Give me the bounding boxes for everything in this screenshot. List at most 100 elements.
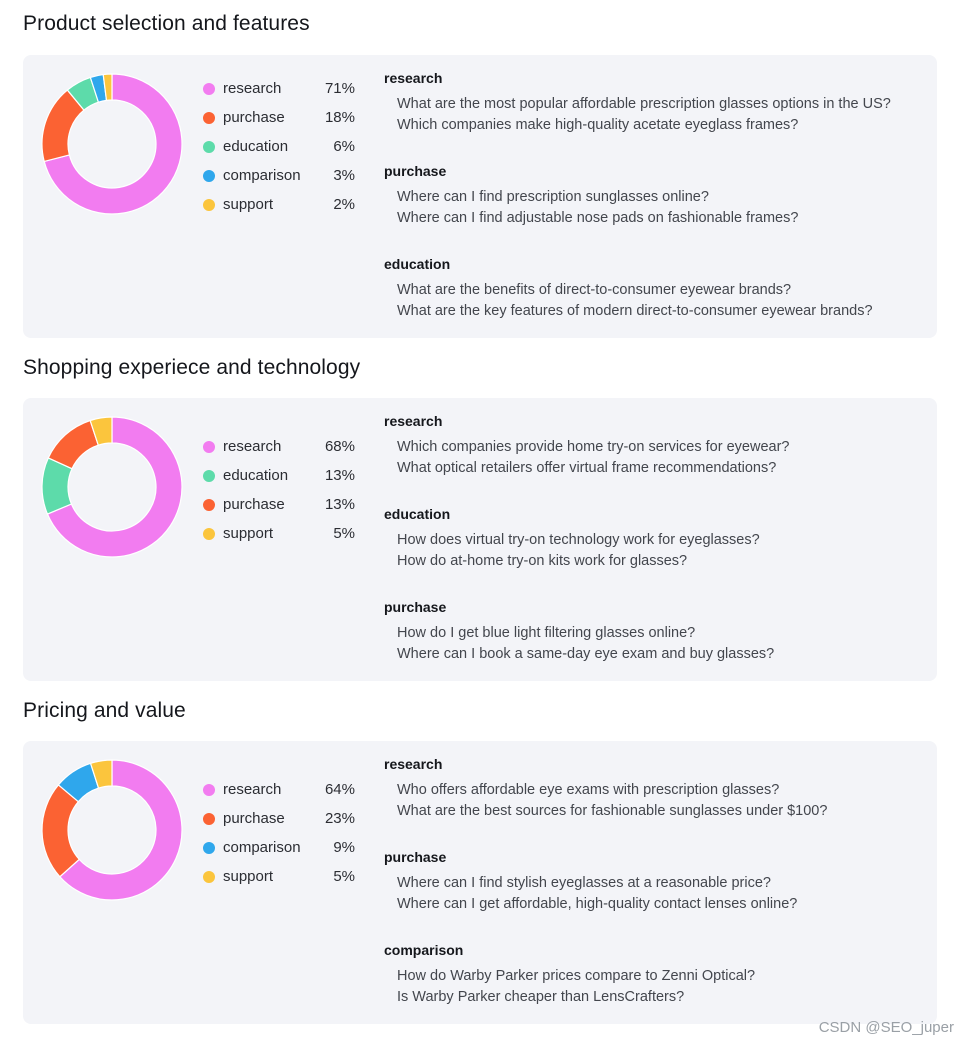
query-text: Where can I find stylish eyeglasses at a…: [397, 875, 771, 891]
query-group: research What are the most popular affor…: [384, 69, 929, 162]
query-text: What optical retailers offer virtual fra…: [397, 460, 777, 476]
legend-label: purchase: [223, 109, 285, 126]
query-text: Who offers affordable eye exams with pre…: [397, 782, 780, 798]
query-group-heading: purchase: [384, 163, 447, 179]
legend-label: education: [223, 138, 289, 155]
donut-chart: [41, 73, 183, 215]
section-card: research 71% purchase 18% education 6% comp…: [23, 55, 937, 338]
query-group-heading: education: [384, 256, 451, 272]
legend-item: support 2%: [203, 195, 355, 224]
legend-label: support: [223, 525, 274, 542]
query-text: How does virtual try-on technology work …: [397, 532, 760, 548]
chart-legend: research 64% purchase 23% comparison 9% sup…: [203, 780, 355, 896]
donut-chart: [41, 416, 183, 558]
legend-label: comparison: [223, 839, 301, 856]
legend-item: support 5%: [203, 524, 355, 553]
donut-chart: [41, 759, 183, 901]
legend-item: purchase 23%: [203, 809, 355, 838]
query-group: purchase How do I get blue light filteri…: [384, 598, 929, 691]
legend-label: support: [223, 868, 274, 885]
legend-percent: 5%: [333, 525, 355, 542]
legend-dot: [203, 83, 215, 95]
section-card: research 68% education 13% purchase 13% sup…: [23, 398, 937, 681]
legend-item: purchase 13%: [203, 495, 355, 524]
legend-item: purchase 18%: [203, 108, 355, 137]
legend-label: comparison: [223, 167, 301, 184]
query-text: Where can I book a same-day eye exam and…: [397, 646, 775, 662]
query-text: Where can I find prescription sunglasses…: [397, 189, 709, 205]
legend-dot: [203, 813, 215, 825]
query-text: Where can I get affordable, high-quality…: [397, 896, 798, 912]
legend-dot: [203, 199, 215, 211]
query-groups: research What are the most popular affor…: [384, 69, 929, 348]
query-group: purchase Where can I find stylish eyegla…: [384, 848, 929, 941]
legend-dot: [203, 141, 215, 153]
legend-percent: 23%: [324, 810, 355, 827]
query-group-heading: research: [384, 70, 443, 86]
donut-slice-research: [46, 416, 183, 558]
legend-dot: [203, 112, 215, 124]
legend-percent: 64%: [324, 781, 355, 798]
legend-percent: 68%: [324, 438, 355, 455]
legend-percent: 13%: [324, 496, 355, 513]
legend-label: research: [223, 438, 282, 455]
legend-item: education 6%: [203, 137, 355, 166]
section-title: Product selection and features: [23, 12, 310, 35]
legend-label: purchase: [223, 810, 285, 827]
query-group-heading: education: [384, 506, 451, 522]
query-text: What are the benefits of direct-to-consu…: [397, 282, 792, 298]
query-group: education How does virtual try-on techno…: [384, 505, 929, 598]
legend-dot: [203, 871, 215, 883]
legend-item: research 71%: [203, 79, 355, 108]
legend-percent: 18%: [324, 109, 355, 126]
legend-item: education 13%: [203, 466, 355, 495]
query-text: How do Warby Parker prices compare to Ze…: [397, 968, 756, 984]
legend-percent: 2%: [333, 196, 355, 213]
legend-label: education: [223, 467, 289, 484]
legend-label: research: [223, 781, 282, 798]
legend-percent: 5%: [333, 868, 355, 885]
legend-dot: [203, 499, 215, 511]
query-text: How do at-home try-on kits work for glas…: [397, 553, 688, 569]
legend-item: research 68%: [203, 437, 355, 466]
section-title: Shopping experiece and technology: [23, 356, 361, 379]
donut-slice-support: [89, 759, 113, 789]
legend-item: support 5%: [203, 867, 355, 896]
chart-legend: research 68% education 13% purchase 13% sup…: [203, 437, 355, 553]
query-group-heading: research: [384, 756, 443, 772]
legend-percent: 13%: [324, 467, 355, 484]
query-text: What are the best sources for fashionabl…: [397, 803, 828, 819]
query-group: research Which companies provide home tr…: [384, 412, 929, 505]
donut-slice-purchase: [41, 784, 81, 878]
query-group-heading: purchase: [384, 599, 447, 615]
legend-dot: [203, 842, 215, 854]
donut-slice-support: [102, 73, 113, 102]
legend-percent: 9%: [333, 839, 355, 856]
legend-dot: [203, 441, 215, 453]
legend-percent: 71%: [324, 80, 355, 97]
legend-label: research: [223, 80, 282, 97]
query-group: research Who offers affordable eye exams…: [384, 755, 929, 848]
donut-slice-purchase: [47, 419, 100, 470]
donut-slice-support: [89, 416, 113, 446]
query-text: Is Warby Parker cheaper than LensCrafter…: [397, 989, 685, 1005]
section-card: research 64% purchase 23% comparison 9% sup…: [23, 741, 937, 1024]
legend-percent: 6%: [333, 138, 355, 155]
query-group: education What are the benefits of direc…: [384, 255, 929, 348]
legend-item: comparison 3%: [203, 166, 355, 195]
query-group: comparison How do Warby Parker prices co…: [384, 941, 929, 1034]
legend-percent: 3%: [333, 167, 355, 184]
query-group-heading: research: [384, 413, 443, 429]
legend-dot: [203, 784, 215, 796]
legend-label: purchase: [223, 496, 285, 513]
legend-dot: [203, 528, 215, 540]
chart-legend: research 71% purchase 18% education 6% comp…: [203, 79, 355, 224]
query-text: What are the key features of modern dire…: [397, 303, 873, 319]
query-group-heading: purchase: [384, 849, 447, 865]
query-group-heading: comparison: [384, 942, 464, 958]
query-text: Which companies provide home try-on serv…: [397, 439, 790, 455]
query-text: How do I get blue light filtering glasse…: [397, 625, 696, 641]
query-text: Which companies make high-quality acetat…: [397, 117, 799, 133]
donut-slice-research: [59, 759, 183, 901]
legend-item: comparison 9%: [203, 838, 355, 867]
